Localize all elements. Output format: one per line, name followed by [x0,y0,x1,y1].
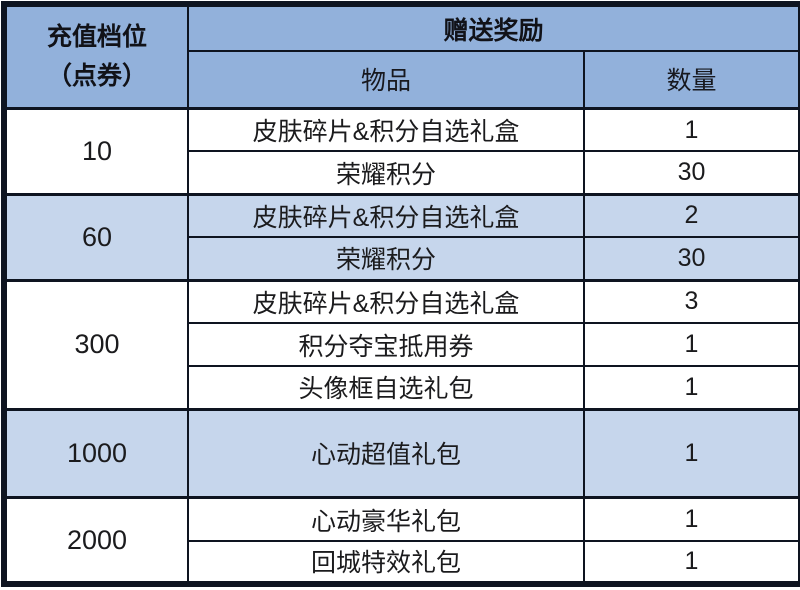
table-row: 1000 心动超值礼包 1 [3,407,800,499]
table-row: 10 皮肤碎片&积分自选礼盒 1 [3,106,800,196]
tier-header-line1: 充值档位 [46,23,147,52]
table-row: 荣耀积分 30 [4,150,800,196]
item-cell: 皮肤碎片&积分自选礼盒 [187,192,585,239]
table-row: 2000 心动豪华礼包 1 [3,496,800,586]
item-cell: 头像框自选礼包 [187,365,585,410]
qty-cell: 30 [582,236,800,282]
table-row: 60 皮肤碎片&积分自选礼盒 2 [3,192,800,282]
item-cell: 皮肤碎片&积分自选礼盒 [187,278,585,325]
qty-cell: 1 [582,539,800,586]
table-row: 荣耀积分 30 [4,236,800,282]
table-row: 积分夺宝抵用券 1 [4,322,800,368]
item-cell: 荣耀积分 [187,236,585,282]
qty-cell: 1 [582,496,800,542]
item-cell: 荣耀积分 [187,150,585,196]
table-row: 300 皮肤碎片&积分自选礼盒 3 [3,278,800,410]
tier-cell: 60 [3,192,189,282]
tier-cell: 300 [3,278,189,410]
qty-cell: 2 [582,192,800,239]
qty-cell: 3 [582,278,800,325]
qty-cell: 1 [582,106,800,153]
tier-cell: 1000 [3,407,189,499]
qty-cell: 1 [582,322,800,368]
rewards-column-header: 赠送奖励 [186,2,800,53]
item-cell: 心动豪华礼包 [187,496,585,542]
item-cell: 积分夺宝抵用券 [187,322,585,368]
item-cell: 回城特效礼包 [187,539,585,586]
tier-column-header: 充值档位 （点券） [3,2,189,110]
tier-cell: 10 [3,106,189,196]
tier-cell: 2000 [3,496,189,586]
item-cell: 心动超值礼包 [187,407,585,499]
qty-cell: 30 [582,150,800,196]
item-column-header: 物品 [187,50,585,110]
qty-column-header: 数量 [582,50,800,110]
tier-header-line2: （点券） [46,61,147,90]
table-row: 回城特效礼包 1 [4,539,800,586]
item-cell: 皮肤碎片&积分自选礼盒 [187,106,585,153]
qty-cell: 1 [582,365,800,410]
qty-cell: 1 [582,407,800,499]
